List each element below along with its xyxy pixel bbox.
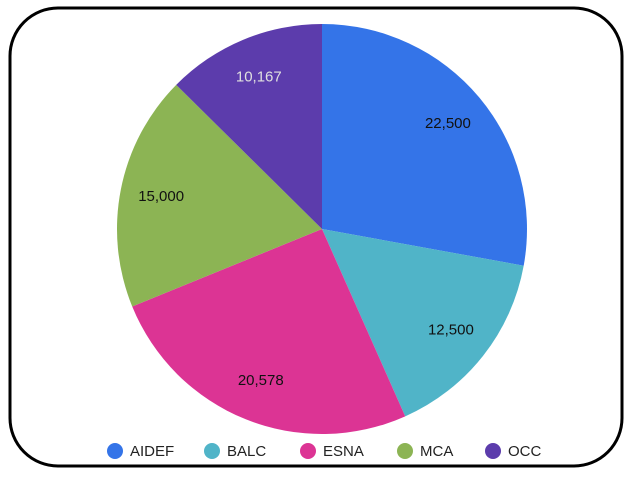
legend-swatch <box>485 443 501 459</box>
data-label: 22,500 <box>425 115 471 132</box>
legend-swatch <box>107 443 123 459</box>
legend-label: AIDEF <box>130 443 174 460</box>
pie-slice <box>117 84 322 307</box>
legend-label: ESNA <box>323 443 364 460</box>
data-label: 20,578 <box>238 372 284 389</box>
data-label: 15,000 <box>138 188 184 205</box>
legend-swatch <box>300 443 316 459</box>
legend-label: OCC <box>508 443 542 460</box>
legend-label: MCA <box>420 443 453 460</box>
legend-swatch <box>204 443 220 459</box>
data-label: 10,167 <box>236 69 282 86</box>
data-label: 12,500 <box>428 321 474 338</box>
pie-slice <box>132 229 406 434</box>
pie-slice <box>322 24 527 266</box>
pie-slice <box>322 229 524 417</box>
legend-swatch <box>397 443 413 459</box>
pie-slice <box>176 24 322 229</box>
legend-label: BALC <box>227 443 266 460</box>
